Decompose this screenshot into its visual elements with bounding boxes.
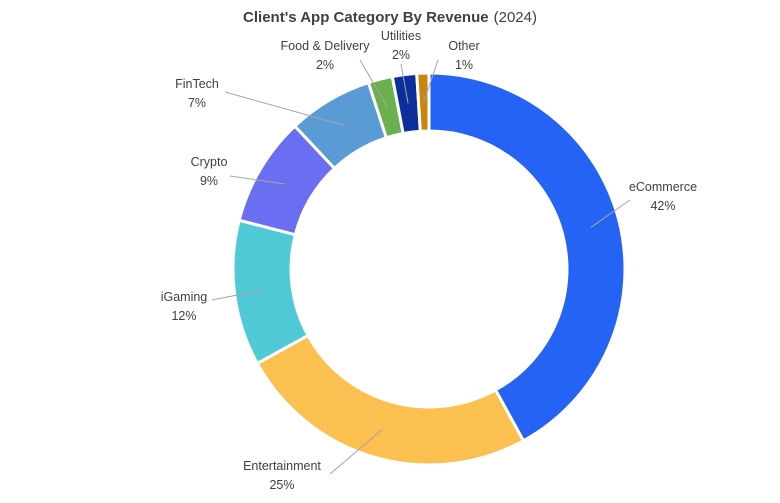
- slice-label-crypto: Crypto: [191, 155, 228, 169]
- leader-line-utilities: [400, 63, 409, 104]
- slice-other: [415, 71, 431, 133]
- labels-group: eCommerce 42% Entertainment 25% iGaming 12% Cr…: [161, 29, 697, 492]
- slice-label-fintech: FinTech: [175, 77, 219, 91]
- slice-value-entertainment: 25%: [269, 478, 294, 492]
- leader-line-food-delivery: [359, 59, 388, 108]
- slice-value-crypto: 9%: [200, 174, 218, 188]
- slice-label-entertainment: Entertainment: [243, 459, 321, 473]
- slice-value-fintech: 7%: [188, 96, 206, 110]
- leader-line-igaming: [211, 289, 264, 301]
- slice-igaming: [231, 218, 311, 366]
- leader-line-fintech: [224, 91, 345, 126]
- slice-ecommerce: [427, 71, 627, 443]
- slices-group: [231, 71, 627, 467]
- slice-label-igaming: iGaming: [161, 290, 208, 304]
- leader-line-crypto: [229, 175, 286, 185]
- leader-line-ecommerce: [590, 199, 631, 228]
- slice-value-igaming: 12%: [171, 309, 196, 323]
- chart-title: Client's App Category By Revenue (2024): [243, 9, 537, 26]
- leader-lines-group: [211, 59, 631, 475]
- leader-line-other: [423, 59, 439, 103]
- slice-value-ecommerce: 42%: [650, 199, 675, 213]
- chart-title-main: Client's App Category By Revenue: [243, 9, 489, 26]
- slice-value-other: 1%: [455, 58, 473, 72]
- slice-label-ecommerce: eCommerce: [629, 180, 697, 194]
- slice-value-utilities: 2%: [392, 48, 410, 62]
- slice-entertainment: [255, 333, 526, 467]
- slice-label-food-delivery: Food & Delivery: [281, 39, 371, 53]
- slice-label-utilities: Utilities: [381, 29, 421, 43]
- slice-label-other: Other: [448, 39, 479, 53]
- leader-line-entertainment: [329, 428, 383, 475]
- slice-value-food-delivery: 2%: [316, 58, 334, 72]
- chart-title-year: (2024): [494, 9, 537, 26]
